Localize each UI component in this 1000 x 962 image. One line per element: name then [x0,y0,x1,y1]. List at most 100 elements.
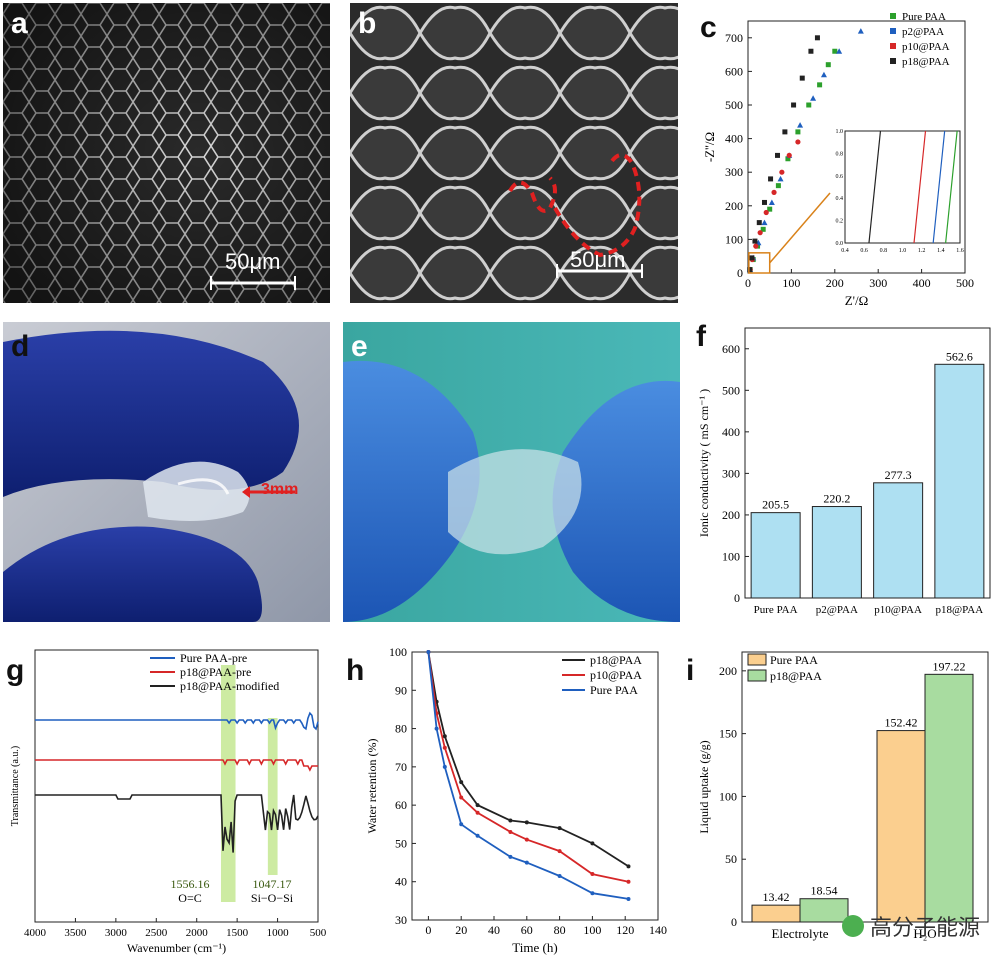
y-tick-label-h: 30 [395,913,407,927]
x-tick-label-c: 200 [826,276,844,290]
y-axis-label-c: -Z''/Ω [702,132,717,162]
data-point-c [753,243,759,249]
panel-e-photo: e [343,322,680,622]
y-tick-label-h: 50 [395,836,407,850]
zoom-arrow-c [769,192,831,264]
data-point-c [797,122,804,128]
y-tick-label-h: 90 [395,683,407,697]
bar-i [924,673,974,923]
y-tick-label-h: 40 [395,875,407,889]
x-tick-label-h: 40 [488,923,500,937]
y-tick-label-c: 200 [725,199,743,213]
y-tick-label-i: 100 [719,789,737,803]
data-point-c [785,156,791,162]
inset-line-c [932,130,946,244]
inset-x-tick-c: 1.0 [899,248,907,254]
panel-label-b: b [358,7,377,40]
data-label-f: 562.6 [946,349,973,363]
legend-label-i: Pure PAA [770,653,818,667]
legend-label-h: p18@PAA [590,653,642,667]
chart-g-svg: 4000 3500 3000 2500 2000 1500 1000 500 Wavenumbe… [10,649,327,955]
bar-f [934,363,985,599]
data-point-c [768,176,774,182]
series-line-h [427,651,629,868]
data-point-c [760,226,766,232]
data-point-c [857,28,864,34]
data-point-c [779,169,785,175]
y-tick-label-h: 100 [389,645,407,659]
y-tick-label-i: 200 [719,664,737,678]
annotation-value-g: 1556.16 [171,877,210,891]
data-point-h [524,820,529,825]
photo-d-illustration [3,322,330,622]
data-point-h [442,764,447,769]
legend-label-g: p18@PAA-modified [180,679,279,693]
chart-h-svg: 30 40 50 60 70 80 90 100 0 20 40 60 80 100 120 140 Time … [365,645,667,955]
x-tick-label-h: 20 [455,923,467,937]
y-tick-label-c: 600 [725,64,743,78]
data-point-h [590,872,595,877]
bar-f [750,512,801,599]
y-tick-label-i: 50 [725,852,737,866]
y-tick-label-c: 0 [737,266,743,280]
data-point-c [795,139,801,145]
data-point-c [782,129,788,135]
chart-i-svg: 0 50 100 150 200 Liquid uptake (g/g) 13.42 152.… [697,651,989,941]
y-tick-label-c: 100 [725,232,743,246]
plot-frame-f [744,327,991,599]
data-point-c [756,220,762,226]
data-label-i: 18.54 [811,884,838,898]
data-point-h [626,879,631,884]
x-tick-label-g: 3000 [105,927,128,939]
panel-label-h: h [346,654,365,687]
data-point-c [817,82,823,88]
chart-f-svg: 0 100 200 300 400 500 600 Ionic conductivity ( … [697,327,991,616]
bar-i [876,730,926,923]
watermark-text: 高分子能源 [841,910,980,942]
legend-label-g: p18@PAA-pre [180,665,251,679]
data-point-h [475,810,480,815]
thickness-annotation: 3mm [261,481,299,498]
data-point-c [820,71,827,78]
inset-x-tick-c: 1.6 [956,248,964,254]
x-tick-label-c: 500 [956,276,974,290]
panel-i-liquid-uptake-chart: 0 50 100 150 200 Liquid uptake (g/g) 13.42 152.… [670,640,1000,962]
panel-g-ftir-chart: 4000 3500 3000 2500 2000 1500 1000 500 Wavenumbe… [0,640,340,962]
y-tick-label-f: 100 [722,549,740,563]
data-point-h [626,896,631,901]
data-point-c [810,95,817,101]
data-point-c [747,267,753,273]
scale-bar-label-a: 50μm [225,249,281,274]
data-point-h [475,833,480,838]
x-tick-label-h: 140 [649,923,667,937]
data-point-h [557,873,562,878]
data-point-c [799,75,805,81]
panel-label-g: g [6,654,25,687]
y-axis-label-h: Water retention (%) [365,739,379,834]
data-point-h [626,864,631,869]
x-tick-label-c: 100 [782,276,800,290]
x-tick-label-c: 300 [869,276,887,290]
x-tick-label-c: 400 [913,276,931,290]
inset-line-c [913,130,927,244]
inset-x-tick-c: 0.8 [880,248,888,254]
legend-marker-c [890,58,896,64]
data-point-c [763,209,769,216]
inset-line-c [945,130,958,244]
y-tick-label-i: 150 [719,727,737,741]
y-tick-label-f: 200 [722,508,740,522]
watermark-label: 高分子能源 [869,916,980,941]
x-tick-label-f: Pure PAA [754,604,798,616]
series-line-g [35,794,319,853]
panel-label-c: c [700,11,717,44]
data-label-f: 205.5 [762,498,789,512]
plot-frame-i [741,651,989,923]
data-point-c [775,183,781,189]
x-tick-label-g: 2000 [186,927,209,939]
data-point-h [508,829,513,834]
data-point-h [524,837,529,842]
inset-y-tick-c: 0.0 [836,241,844,247]
legend-label-h: p10@PAA [590,668,642,682]
x-axis-label-h: Time (h) [512,940,557,955]
inset-y-tick-c: 1.0 [836,129,844,135]
